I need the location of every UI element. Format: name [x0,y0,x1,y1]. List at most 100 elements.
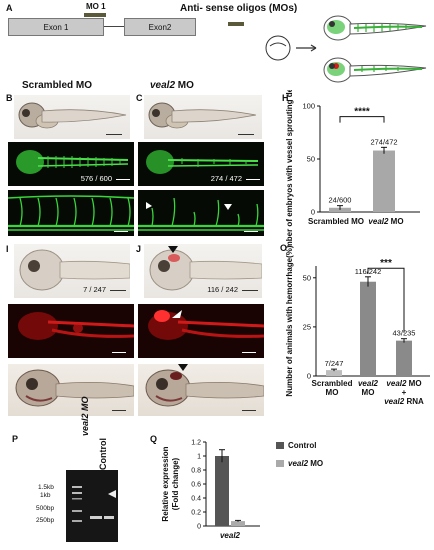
scale-bar-g [244,230,258,232]
o-bar-2 [396,340,412,376]
antisense-label: Anti- sense oligos (MOs) [180,3,298,14]
h-bar-1 [373,150,395,212]
o-xlabel-2a: veal2 MO [386,379,421,388]
q-bar-0 [215,456,229,526]
q-ytick-label-3: 0.6 [191,482,201,489]
header-veal2-mo: veal2 MO [150,80,194,91]
scale-bar-i [110,289,126,291]
scale-bar-n [242,409,256,411]
panel-label-i: I [6,244,9,254]
h-bar-label-0: 24/600 [329,196,352,205]
q-ytick-label-4: 0.8 [191,468,201,475]
mo1-bar [84,13,106,17]
gel-lane-label-control: Control [98,438,108,470]
antisense-bar [228,22,244,26]
o-ytick-label-0: 0 [307,372,311,381]
h-ytick-label-1: 50 [307,155,315,164]
arrowhead-g-left [146,202,152,209]
chart-q: 0 0.2 0.4 0.6 0.8 1 1.2 Relative expression (Fol… [161,440,323,541]
scale-bar-b [106,133,122,135]
injection-schematic [265,15,427,83]
count-j: 116 / 242 [207,285,238,294]
o-xlabel-2c: veal2 RNA [384,397,424,406]
scale-bar-c [238,133,254,135]
exon2-label: Exon2 [148,22,172,32]
arrowhead-g-right [224,204,232,210]
scale-bar-f [114,230,128,232]
panel-label-c: C [136,93,143,103]
q-legend-swatch-1 [276,460,284,467]
arrowhead-l [172,310,182,318]
h-ytick-label-2: 100 [302,102,315,111]
q-ytick-label-6: 1.2 [191,440,201,447]
scale-bar-e [246,178,260,180]
q-ytick-label-1: 0.2 [191,510,201,517]
o-sig-bracket [367,267,405,333]
exon1-label: Exon 1 [43,22,69,32]
count-d: 576 / 600 [80,174,112,183]
arrowhead-n [178,364,188,371]
panel-label-h: H [282,93,289,103]
o-bar-label-0: 7/247 [325,359,344,368]
h-ytick-label-0: 0 [311,208,315,217]
count-i: 7 / 247 [83,285,106,294]
image-k-red [8,304,134,358]
mo1-label: MO 1 [86,2,106,11]
h-xlabel-1: veal2 MO [368,217,403,226]
scale-bar-m [112,409,126,411]
h-ylabel: Number of embryos with vessel sprouting … [285,90,294,246]
intron-line [104,26,124,27]
o-ytick-label-1: 25 [303,322,311,331]
image-g-trunk-vessels [138,190,264,236]
scale-bar-d [116,178,130,180]
arrowhead-j [168,246,178,253]
image-f-trunk-vessels [8,190,134,236]
q-ytick-label-2: 0.4 [191,496,201,503]
q-ylabel-line1: Relative expression [161,446,170,521]
header-veal2-gene: veal2 [150,80,176,91]
gel-marker-1-5kb: 1.5kb [38,484,54,491]
gel-marker-1kb: 1kb [40,492,51,499]
o-xlabel-0a: Scrambled [312,379,353,388]
panel-label-p: P [12,434,19,444]
o-xlabel-1a: veal2 [358,379,379,388]
q-legend-label-1: veal2 MO [288,459,323,468]
panel-label-j: J [136,244,142,254]
o-bar-1 [360,281,376,376]
gel-marker-250bp: 250bp [36,517,55,524]
o-bar-0 [326,370,342,376]
q-legend-label-0: Control [288,441,316,450]
image-j-larva: 116 / 242 [144,244,262,298]
o-bar-label-2: 43/235 [393,329,416,338]
o-xlabel-0b: MO [326,388,339,397]
panel-label-b: B [6,93,13,103]
gel-marker-500bp: 500bp [36,505,55,512]
larva-bottom-icon [323,57,427,83]
h-bar-label-1: 274/472 [370,137,397,146]
image-n-stain [138,364,264,416]
panel-label-a: A [6,3,13,13]
larva-top-icon [323,15,427,41]
image-l-red [138,304,264,358]
image-e-vasculature: 274 / 472 [138,142,264,186]
exon1-box: Exon 1 [8,18,104,36]
scale-bar-j [242,289,258,291]
scale-bar-k [112,351,126,353]
header-veal2-suffix: MO [175,80,194,91]
chart-o: 0 25 50 Number of animals with hemorrhage(%… [285,245,430,406]
image-c-embryo [144,95,262,139]
h-sig-bracket [339,116,385,123]
q-legend-swatch-0 [276,442,284,449]
q-xlabel-0: veal2 [220,531,241,540]
o-ytick-label-2: 50 [303,273,311,282]
panel-label-q: Q [150,434,158,444]
q-ytick-label-0: 0 [197,524,201,531]
count-e: 274 / 472 [210,174,242,183]
image-d-vasculature: 576 / 600 [8,142,134,186]
header-scrambled-mo: Scrambled MO [22,80,93,91]
o-xlabel-2b: + [402,388,407,397]
o-ylabel: Number of animals with hemorrhage(%) [285,245,294,396]
gel-lane-label-veal2-mo: veal2 MO [80,396,90,436]
o-xlabel-1b: MO [362,388,375,397]
image-m-stain [8,364,134,416]
